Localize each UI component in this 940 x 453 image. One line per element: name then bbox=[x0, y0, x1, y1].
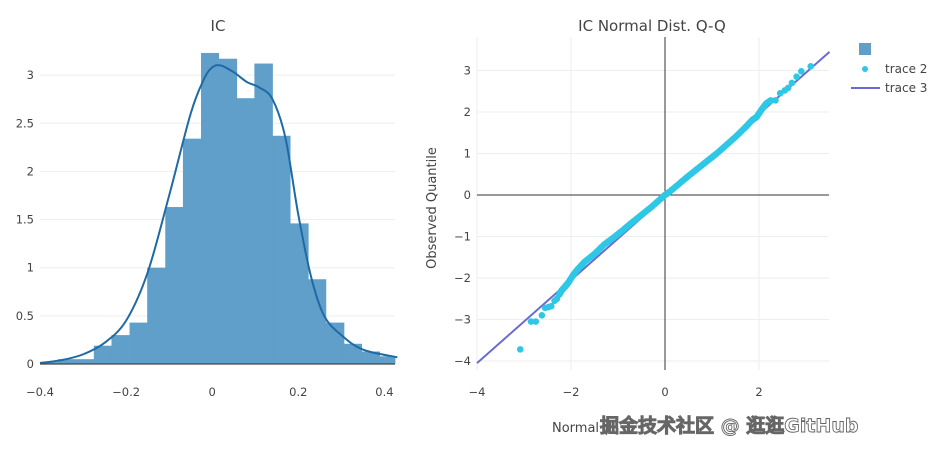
x-tick-label: 0 bbox=[209, 385, 216, 399]
histogram-bar bbox=[40, 362, 59, 364]
legend-item-histogram[interactable] bbox=[859, 43, 871, 55]
histogram-bar bbox=[218, 58, 238, 364]
histogram-bar bbox=[236, 98, 255, 364]
y-tick-label: −1 bbox=[454, 230, 471, 244]
legend-bar-swatch-icon bbox=[859, 43, 871, 55]
right-x-axis-title: Normal bbox=[552, 421, 599, 436]
legend-marker-dot-icon bbox=[862, 66, 868, 72]
y-tick-label: 1 bbox=[27, 261, 34, 275]
y-tick-label: −2 bbox=[454, 271, 471, 285]
x-tick-label: −0.2 bbox=[112, 385, 140, 399]
x-tick-label: 0.2 bbox=[289, 385, 307, 399]
y-tick-label: 3 bbox=[27, 68, 34, 82]
kde-line bbox=[39, 64, 398, 365]
qq-point bbox=[807, 63, 814, 70]
qq-point bbox=[798, 68, 805, 75]
right-gridlines bbox=[476, 37, 829, 370]
left-y-ticks: 0 0.5 1 1.5 2 2.5 3 bbox=[16, 68, 34, 371]
qq-point bbox=[766, 97, 774, 105]
y-tick-label: 0 bbox=[464, 188, 471, 202]
x-tick-label: −2 bbox=[563, 385, 580, 399]
histogram-bar bbox=[182, 138, 202, 364]
x-tick-label: 0 bbox=[661, 385, 668, 399]
x-tick-label: 2 bbox=[755, 385, 762, 399]
y-tick-label: 3 bbox=[464, 64, 471, 78]
right-x-ticks: −4 −2 0 2 bbox=[469, 385, 763, 399]
x-tick-label: 0.4 bbox=[375, 385, 393, 399]
left-x-ticks: −0.4 −0.2 0 0.2 0.4 bbox=[26, 385, 394, 399]
left-chart-title: IC bbox=[211, 17, 226, 35]
y-tick-label: 1 bbox=[464, 147, 471, 161]
histogram-bar bbox=[290, 223, 309, 364]
y-tick-label: 0.5 bbox=[16, 309, 34, 323]
histogram-bar bbox=[93, 345, 112, 364]
y-tick-label: 2.5 bbox=[16, 116, 34, 130]
right-y-axis-title: Observed Quantile bbox=[425, 147, 440, 269]
histogram-bar bbox=[343, 343, 362, 364]
y-tick-label: 0 bbox=[27, 357, 34, 371]
histogram-bar bbox=[147, 267, 166, 364]
legend-item-trace-3[interactable]: trace 3 bbox=[851, 81, 927, 95]
histogram-bars bbox=[40, 52, 396, 365]
histogram-bar bbox=[58, 359, 77, 364]
legend-label-trace-2: trace 2 bbox=[885, 62, 927, 76]
qq-point bbox=[532, 318, 540, 325]
y-tick-label: −3 bbox=[454, 313, 471, 327]
legend-label-trace-3: trace 3 bbox=[885, 81, 927, 95]
qq-point bbox=[784, 84, 792, 92]
qq-point bbox=[516, 346, 524, 353]
legend-item-trace-2[interactable]: trace 2 bbox=[862, 62, 927, 76]
watermark: 掘金技术社区 @ 逛逛GitHub bbox=[600, 414, 858, 437]
qq-point bbox=[527, 318, 535, 325]
histogram-bar bbox=[165, 207, 184, 364]
histogram-bar bbox=[361, 351, 381, 364]
qq-scatter-points bbox=[516, 63, 814, 353]
legend: trace 2 trace 3 bbox=[851, 43, 927, 95]
qq-point bbox=[788, 79, 796, 87]
histogram-bar bbox=[254, 63, 273, 364]
histogram-bar bbox=[129, 322, 148, 364]
qq-point bbox=[547, 302, 555, 310]
right-chart-title: IC Normal Dist. Q-Q bbox=[578, 17, 726, 35]
histogram-chart: −0.4 −0.2 0 0.2 0.4 0 0.5 1 1.5 2 2.5 3 IC bbox=[16, 17, 398, 399]
y-tick-label: 2 bbox=[27, 164, 34, 178]
histogram-bar bbox=[379, 356, 396, 364]
histogram-bar bbox=[75, 359, 95, 364]
qq-point bbox=[772, 97, 779, 104]
qq-point bbox=[793, 73, 800, 81]
histogram-bar bbox=[272, 135, 291, 364]
x-tick-label: −4 bbox=[469, 385, 486, 399]
histogram-bar bbox=[201, 52, 220, 365]
qq-point bbox=[538, 312, 546, 319]
y-tick-label: −4 bbox=[454, 354, 471, 368]
y-tick-label: 1.5 bbox=[16, 213, 34, 227]
y-tick-label: 2 bbox=[464, 105, 471, 119]
right-y-ticks: −4 −3 −2 −1 0 1 2 3 bbox=[454, 64, 471, 369]
x-tick-label: −0.4 bbox=[26, 385, 54, 399]
histogram-bar bbox=[111, 335, 130, 364]
histogram-bar bbox=[308, 279, 327, 364]
